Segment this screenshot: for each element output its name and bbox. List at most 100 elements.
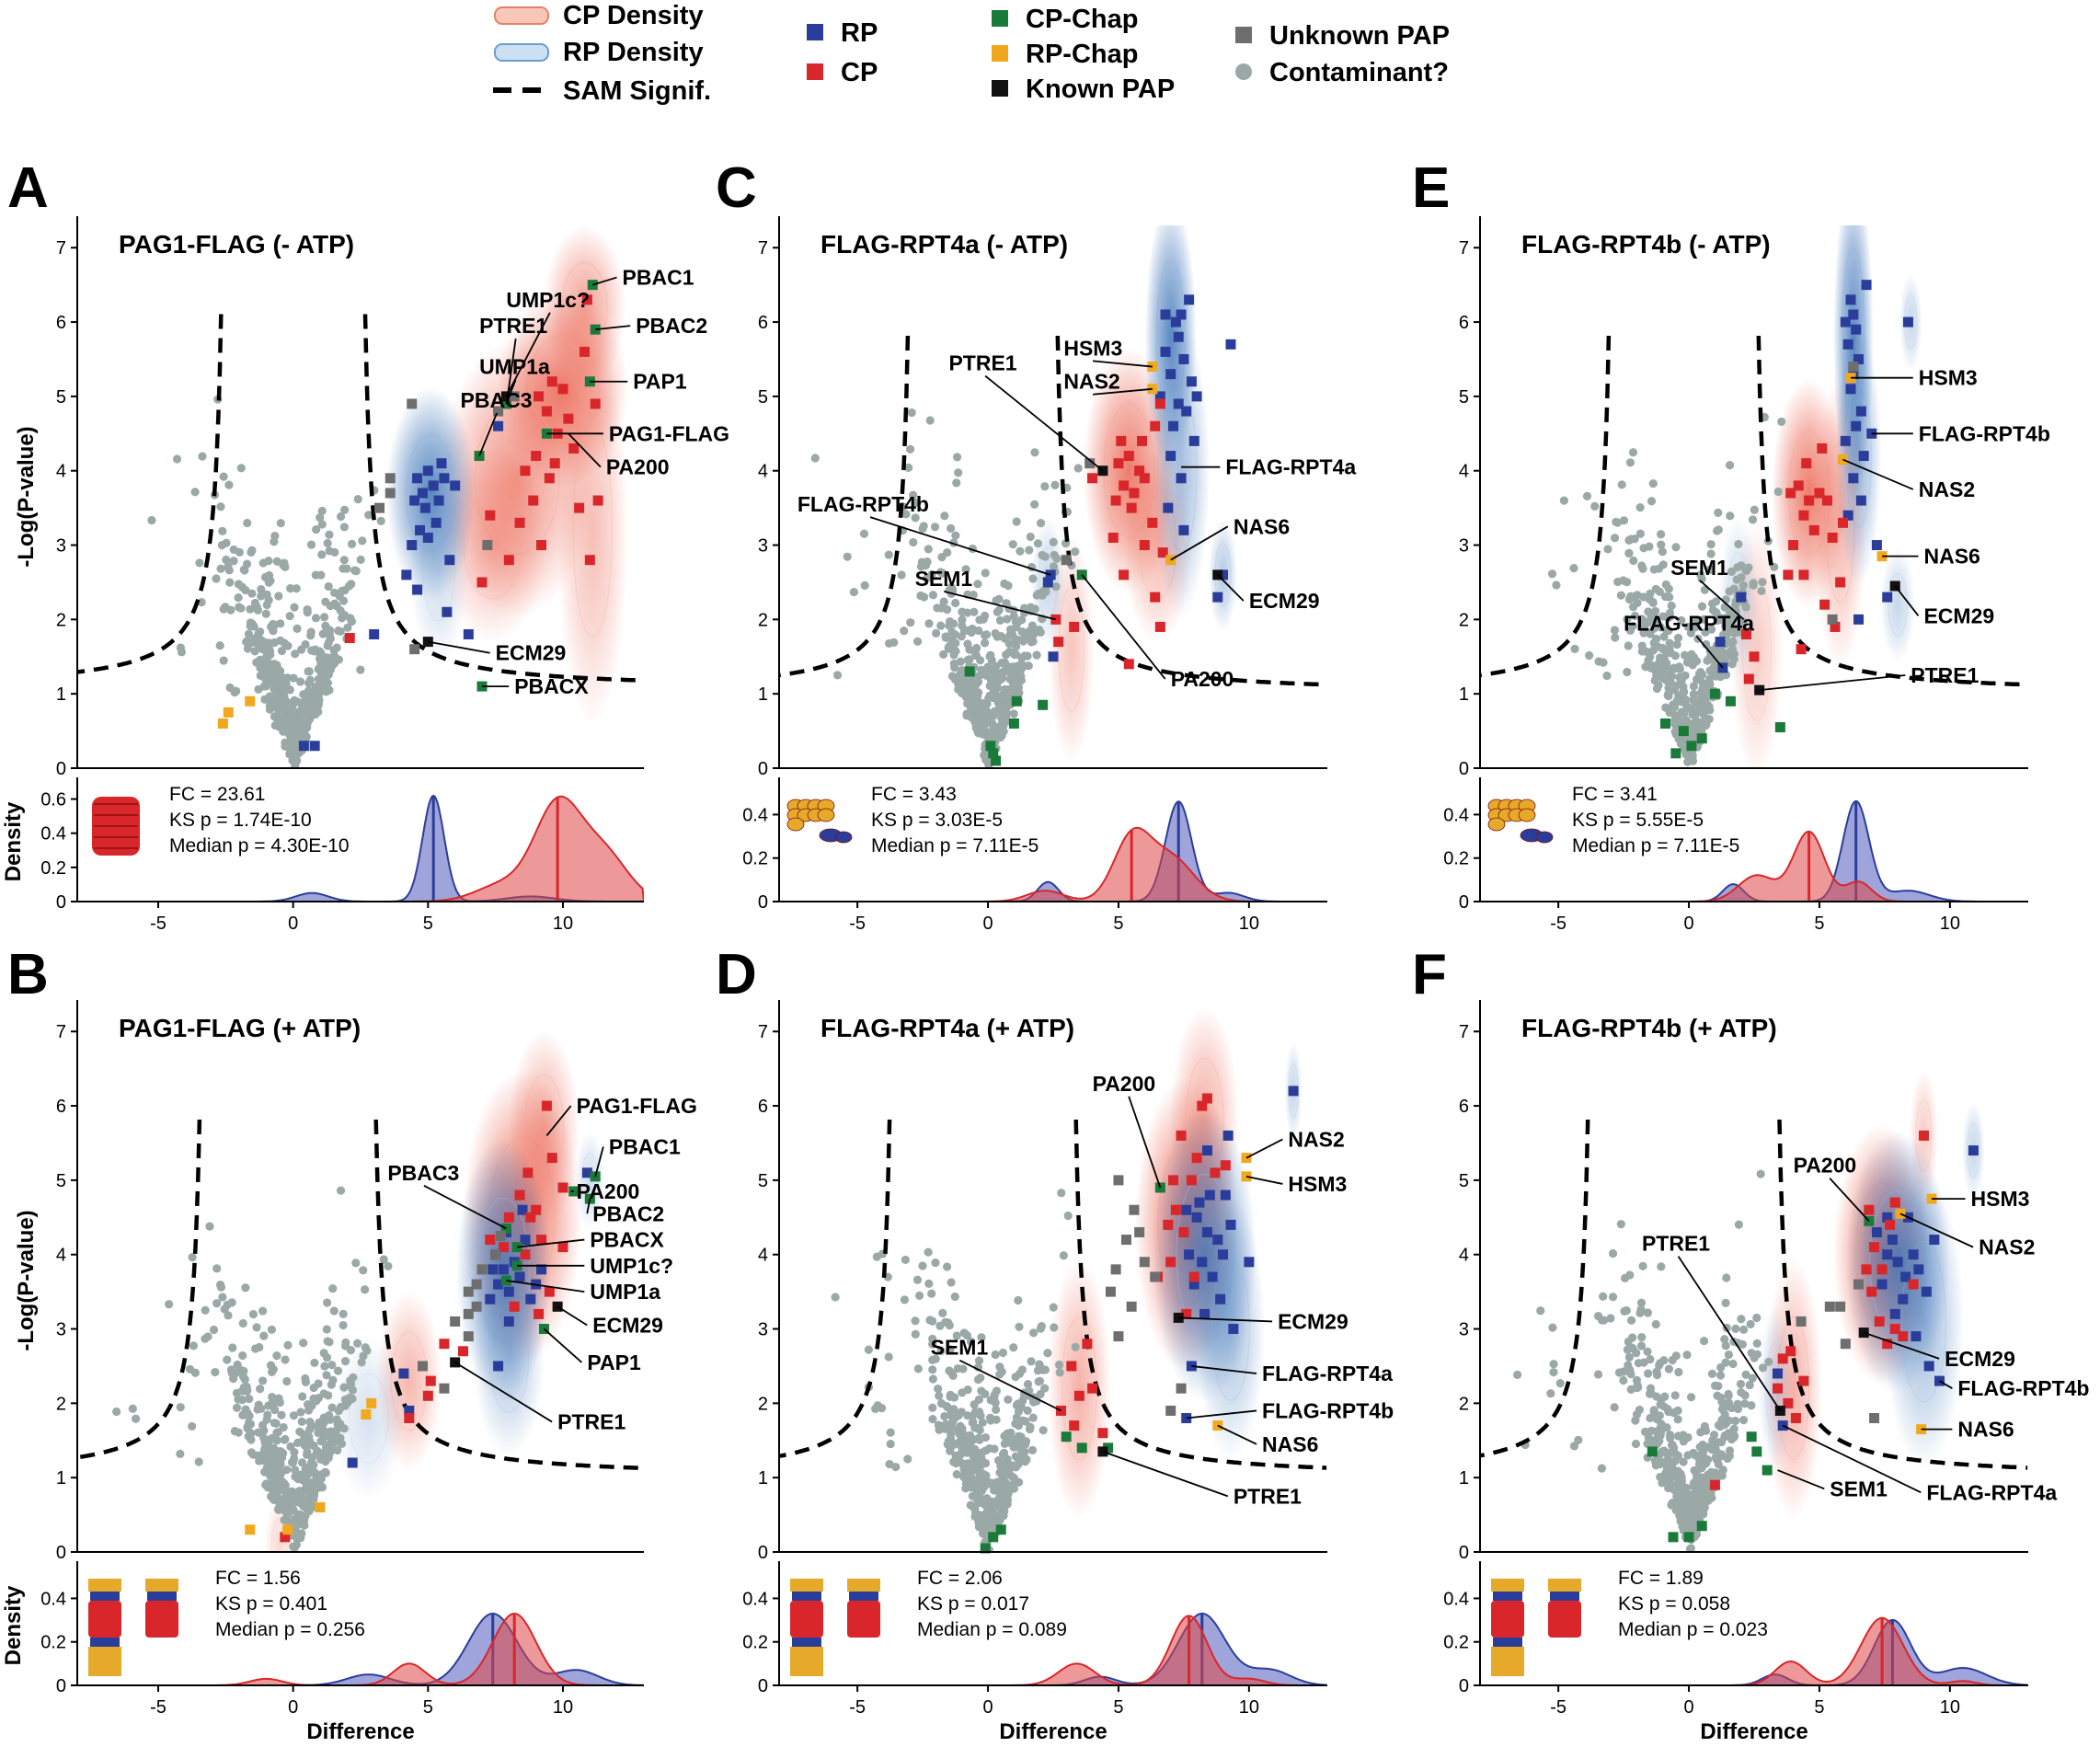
- contaminant-point: [1647, 497, 1657, 506]
- contaminant-point: [1667, 601, 1676, 611]
- contaminant-point: [961, 1478, 971, 1488]
- contaminant-point: [925, 1316, 935, 1325]
- cp-marker: [590, 398, 601, 409]
- contaminant-point: [1637, 561, 1647, 570]
- cp-marker: [557, 384, 568, 395]
- contaminant-point: [1643, 1308, 1653, 1317]
- annotation-leader: [1092, 360, 1153, 368]
- contaminant-point: [261, 674, 270, 684]
- y-tick-label: 7: [758, 1022, 768, 1042]
- contaminant-point: [886, 1428, 895, 1437]
- y-tick-label: 2: [56, 610, 66, 630]
- contaminant-point: [290, 603, 299, 612]
- y-tick-label: 1: [56, 1468, 66, 1488]
- contaminant-point: [1734, 1220, 1744, 1229]
- contaminant-point: [1752, 1313, 1761, 1323]
- contaminant-point: [262, 1479, 271, 1488]
- contaminant-point: [959, 1328, 969, 1338]
- base-ring-shape: [792, 1592, 821, 1601]
- contaminant-point: [212, 1264, 222, 1273]
- contaminant-point: [324, 581, 333, 592]
- median-p-text: Median p = 7.11E-5: [871, 835, 1039, 856]
- contaminant-point: [909, 490, 918, 500]
- cp-marker: [503, 1212, 514, 1223]
- cp-marker: [1804, 495, 1815, 506]
- contaminant-point: [1026, 532, 1035, 542]
- cp-density-contour: [270, 1517, 289, 1552]
- contaminant-point: [1675, 664, 1685, 673]
- contaminant-point: [261, 1436, 270, 1445]
- contaminant-point: [1059, 1251, 1068, 1260]
- rp-marker: [1900, 1271, 1911, 1282]
- cp-marker: [498, 1242, 509, 1253]
- density-curves: [1480, 799, 2028, 902]
- complex-structure-icon: [92, 797, 140, 856]
- contaminant-point: [265, 644, 274, 653]
- rp-marker: [1188, 1279, 1199, 1290]
- contaminant-point: [1693, 1505, 1702, 1515]
- cp-marker: [1889, 1197, 1900, 1208]
- annotations: HSM3NAS2PTRE1FLAG-RPT4aFLAG-RPT4bNAS6SEM…: [798, 336, 1356, 691]
- annotation-label: UMP1a: [590, 1280, 660, 1304]
- contaminant-point: [296, 1471, 305, 1480]
- contaminant-point: [340, 1401, 350, 1410]
- cp-marker: [1136, 435, 1147, 446]
- contaminant-point: [1733, 1404, 1743, 1414]
- contaminant-point: [147, 515, 156, 525]
- unknown-pap-marker: [450, 1316, 461, 1327]
- contaminant-point: [998, 690, 1007, 699]
- contaminant-point: [1724, 1350, 1733, 1360]
- x-tick-label: 5: [1113, 1697, 1123, 1718]
- density-tick-label: 0: [758, 1676, 768, 1696]
- contaminant-point: [275, 713, 284, 722]
- contaminant-point: [1024, 661, 1033, 671]
- contaminant-point: [257, 584, 266, 594]
- cp-marker: [1082, 1339, 1093, 1350]
- rp-marker: [1173, 398, 1184, 409]
- cp-marker: [541, 1100, 552, 1111]
- contaminant-point: [980, 1516, 989, 1525]
- cp-marker: [534, 391, 545, 402]
- annotations: PA200HSM3NAS2ECM29FLAG-RPT4bNAS6PTRE1SEM…: [1642, 1154, 2090, 1505]
- cp-marker: [581, 294, 592, 305]
- contaminant-point: [262, 663, 271, 672]
- cp-chap-marker: [1670, 748, 1681, 759]
- contaminant-point: [223, 1355, 232, 1364]
- cp-marker: [1126, 502, 1137, 513]
- rp-density-blob: [1152, 323, 1211, 618]
- cp-marker: [1188, 1271, 1199, 1282]
- cp-chap-marker: [988, 1532, 999, 1543]
- contaminant-point: [1673, 1431, 1683, 1441]
- contaminant-point: [250, 598, 260, 608]
- rp-marker: [1855, 495, 1866, 506]
- contaminant-point: [225, 578, 235, 587]
- cp-marker: [1168, 1175, 1179, 1186]
- contaminant-point: [1652, 634, 1661, 644]
- contaminant-point: [1023, 1379, 1033, 1389]
- density-tick-label: 0: [1459, 892, 1469, 913]
- contaminant-point: [1597, 1464, 1607, 1473]
- rp-marker: [1882, 1249, 1893, 1260]
- contaminant-point: [256, 1385, 265, 1394]
- contaminant-points: [810, 408, 1083, 768]
- contaminant-point: [238, 1350, 247, 1361]
- base-ring-shape: [849, 1592, 878, 1601]
- annotation-leader: [1128, 1096, 1162, 1189]
- contaminant-point: [832, 671, 843, 680]
- contaminant-point: [1673, 1415, 1682, 1424]
- contaminant-point: [326, 1415, 335, 1424]
- rp-marker: [1217, 1249, 1228, 1260]
- panel-title: FLAG-RPT4a (- ATP): [820, 230, 1068, 259]
- unknown-pap-marker: [476, 1264, 488, 1275]
- contaminant-point: [1657, 530, 1666, 539]
- contaminant-point: [316, 668, 326, 677]
- contaminant-point: [1656, 623, 1665, 632]
- contaminant-point: [1616, 1220, 1625, 1229]
- rp-marker: [1842, 510, 1853, 521]
- rp-marker: [1853, 614, 1865, 625]
- cp-marker: [1066, 1361, 1077, 1372]
- contaminant-point: [1035, 625, 1044, 635]
- cp-marker: [1176, 1130, 1187, 1141]
